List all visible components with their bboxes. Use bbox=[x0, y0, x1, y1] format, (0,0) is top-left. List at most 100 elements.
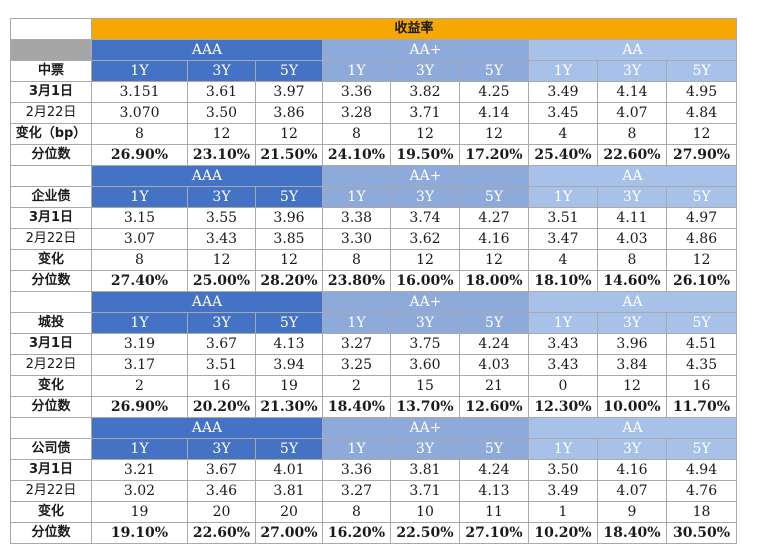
value-cell: 3.67 bbox=[187, 459, 256, 481]
row-label: 3月1日 bbox=[10, 81, 92, 103]
value-cell: 3.17 bbox=[91, 354, 188, 376]
value-cell: 3.28 bbox=[322, 102, 391, 124]
rating-group-header: AAA bbox=[91, 39, 323, 61]
header-blank-cell bbox=[10, 165, 92, 187]
tenor-header: 5Y bbox=[459, 438, 529, 460]
tenor-header: 1Y bbox=[528, 186, 598, 208]
rating-group-header: AA bbox=[527, 39, 738, 61]
value-cell: 3.94 bbox=[255, 354, 323, 376]
row-label: 分位数 bbox=[10, 396, 92, 418]
row-label: 3月1日 bbox=[10, 333, 92, 355]
value-cell: 4.03 bbox=[597, 228, 667, 250]
row-label: 变化 bbox=[10, 501, 92, 523]
table-row: 变化（bp） 8 12 12 8 12 12 4 8 12 bbox=[10, 123, 738, 145]
value-cell: 3.55 bbox=[187, 207, 256, 229]
value-cell: 12.30% bbox=[528, 396, 598, 418]
value-cell: 4.76 bbox=[665, 480, 738, 502]
value-cell: 12 bbox=[187, 249, 256, 271]
value-cell: 3.43 bbox=[187, 228, 256, 250]
value-cell: 3.84 bbox=[597, 354, 667, 376]
value-cell: 10.20% bbox=[528, 522, 598, 544]
value-cell: 3.27 bbox=[322, 333, 391, 355]
value-cell: 15 bbox=[390, 375, 460, 397]
value-cell: 3.96 bbox=[255, 207, 323, 229]
value-cell: 28.20% bbox=[255, 270, 323, 292]
value-cell: 22.60% bbox=[597, 144, 667, 166]
value-cell: 3.19 bbox=[91, 333, 188, 355]
value-cell: 3.36 bbox=[322, 459, 391, 481]
value-cell: 3.43 bbox=[528, 333, 598, 355]
value-cell: 3.71 bbox=[390, 102, 460, 124]
value-cell: 30.50% bbox=[665, 522, 738, 544]
value-cell: 3.97 bbox=[255, 81, 323, 103]
value-cell: 3.51 bbox=[187, 354, 256, 376]
value-cell: 4.16 bbox=[597, 459, 667, 481]
tenor-header: 1Y bbox=[322, 312, 391, 334]
value-cell: 8 bbox=[322, 123, 391, 145]
value-cell: 16.20% bbox=[322, 522, 391, 544]
value-cell: 4.13 bbox=[255, 333, 323, 355]
section-label: 公司债 bbox=[10, 438, 92, 460]
row-label: 变化 bbox=[10, 375, 92, 397]
tenor-header: 3Y bbox=[597, 186, 667, 208]
group-header-row: AAA AA+ AA bbox=[10, 291, 738, 313]
value-cell: 8 bbox=[597, 123, 667, 145]
value-cell: 3.38 bbox=[322, 207, 391, 229]
tenor-header: 1Y bbox=[322, 438, 391, 460]
value-cell: 9 bbox=[597, 501, 667, 523]
value-cell: 3.96 bbox=[597, 333, 667, 355]
rating-group-header: AA+ bbox=[322, 291, 529, 313]
tenor-header: 5Y bbox=[459, 312, 529, 334]
value-cell: 3.60 bbox=[390, 354, 460, 376]
value-cell: 23.80% bbox=[322, 270, 391, 292]
tenor-header: 5Y bbox=[255, 438, 323, 460]
tenor-header: 5Y bbox=[665, 312, 738, 334]
tenor-header: 1Y bbox=[528, 312, 598, 334]
value-cell: 12 bbox=[390, 249, 460, 271]
row-label: 2月22日 bbox=[10, 228, 92, 250]
rating-group-header: AA bbox=[527, 165, 738, 187]
value-cell: 19 bbox=[255, 375, 323, 397]
tenor-header: 5Y bbox=[665, 186, 738, 208]
tenor-header: 3Y bbox=[390, 186, 460, 208]
tenor-header: 3Y bbox=[597, 60, 667, 82]
table-row: 分位数 19.10% 22.60% 27.00% 16.20% 22.50% 27.10% 1… bbox=[10, 522, 738, 544]
tenor-header: 3Y bbox=[187, 312, 256, 334]
value-cell: 3.82 bbox=[390, 81, 460, 103]
value-cell: 3.07 bbox=[91, 228, 188, 250]
rating-group-header: AAA bbox=[91, 165, 323, 187]
header-blank-cell bbox=[10, 417, 92, 439]
tenor-header: 1Y bbox=[528, 60, 598, 82]
value-cell: 27.40% bbox=[91, 270, 188, 292]
value-cell: 18.00% bbox=[459, 270, 529, 292]
tenor-header: 5Y bbox=[459, 60, 529, 82]
table-row: 3月1日 3.15 3.55 3.96 3.38 3.74 4.27 3.51 4.11 4.97 bbox=[10, 207, 738, 229]
value-cell: 0 bbox=[528, 375, 598, 397]
value-cell: 3.75 bbox=[390, 333, 460, 355]
title-corner bbox=[10, 18, 92, 40]
value-cell: 27.10% bbox=[459, 522, 529, 544]
value-cell: 3.62 bbox=[390, 228, 460, 250]
rating-group-header: AA bbox=[527, 417, 738, 439]
section-label: 城投 bbox=[10, 312, 92, 334]
value-cell: 25.00% bbox=[187, 270, 256, 292]
tenor-header: 3Y bbox=[390, 312, 460, 334]
group-header-row: AAA AA+ AA bbox=[10, 39, 738, 61]
tenor-header: 3Y bbox=[187, 438, 256, 460]
tenor-header: 5Y bbox=[255, 186, 323, 208]
tenor-header: 1Y bbox=[91, 186, 188, 208]
tenor-header: 1Y bbox=[91, 312, 188, 334]
row-label: 2月22日 bbox=[10, 354, 92, 376]
yield-table-body: 收益率 AAA AA+ AA 中票 1Y 3Y 5Y 1Y 3Y 5Y 1Y 3Y 5Y 3月1日 3.15… bbox=[10, 18, 738, 544]
row-label: 分位数 bbox=[10, 522, 92, 544]
table-row: 2月22日 3.070 3.50 3.86 3.28 3.71 4.14 3.45 4.07 4.… bbox=[10, 102, 738, 124]
value-cell: 23.10% bbox=[187, 144, 256, 166]
value-cell: 18.40% bbox=[597, 522, 667, 544]
table-row: 变化 2 16 19 2 15 21 0 12 16 bbox=[10, 375, 738, 397]
value-cell: 3.27 bbox=[322, 480, 391, 502]
tenor-header: 5Y bbox=[665, 60, 738, 82]
table-row: 2月22日 3.17 3.51 3.94 3.25 3.60 4.03 3.43 3.84 4.3… bbox=[10, 354, 738, 376]
row-label: 2月22日 bbox=[10, 102, 92, 124]
table-row: 分位数 27.40% 25.00% 28.20% 23.80% 16.00% 18.00% 1… bbox=[10, 270, 738, 292]
value-cell: 4.07 bbox=[597, 480, 667, 502]
